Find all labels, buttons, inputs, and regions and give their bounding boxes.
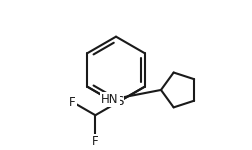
Text: F: F [69,96,76,108]
Text: F: F [92,135,99,148]
Text: S: S [116,95,123,108]
Text: HN: HN [101,93,119,106]
